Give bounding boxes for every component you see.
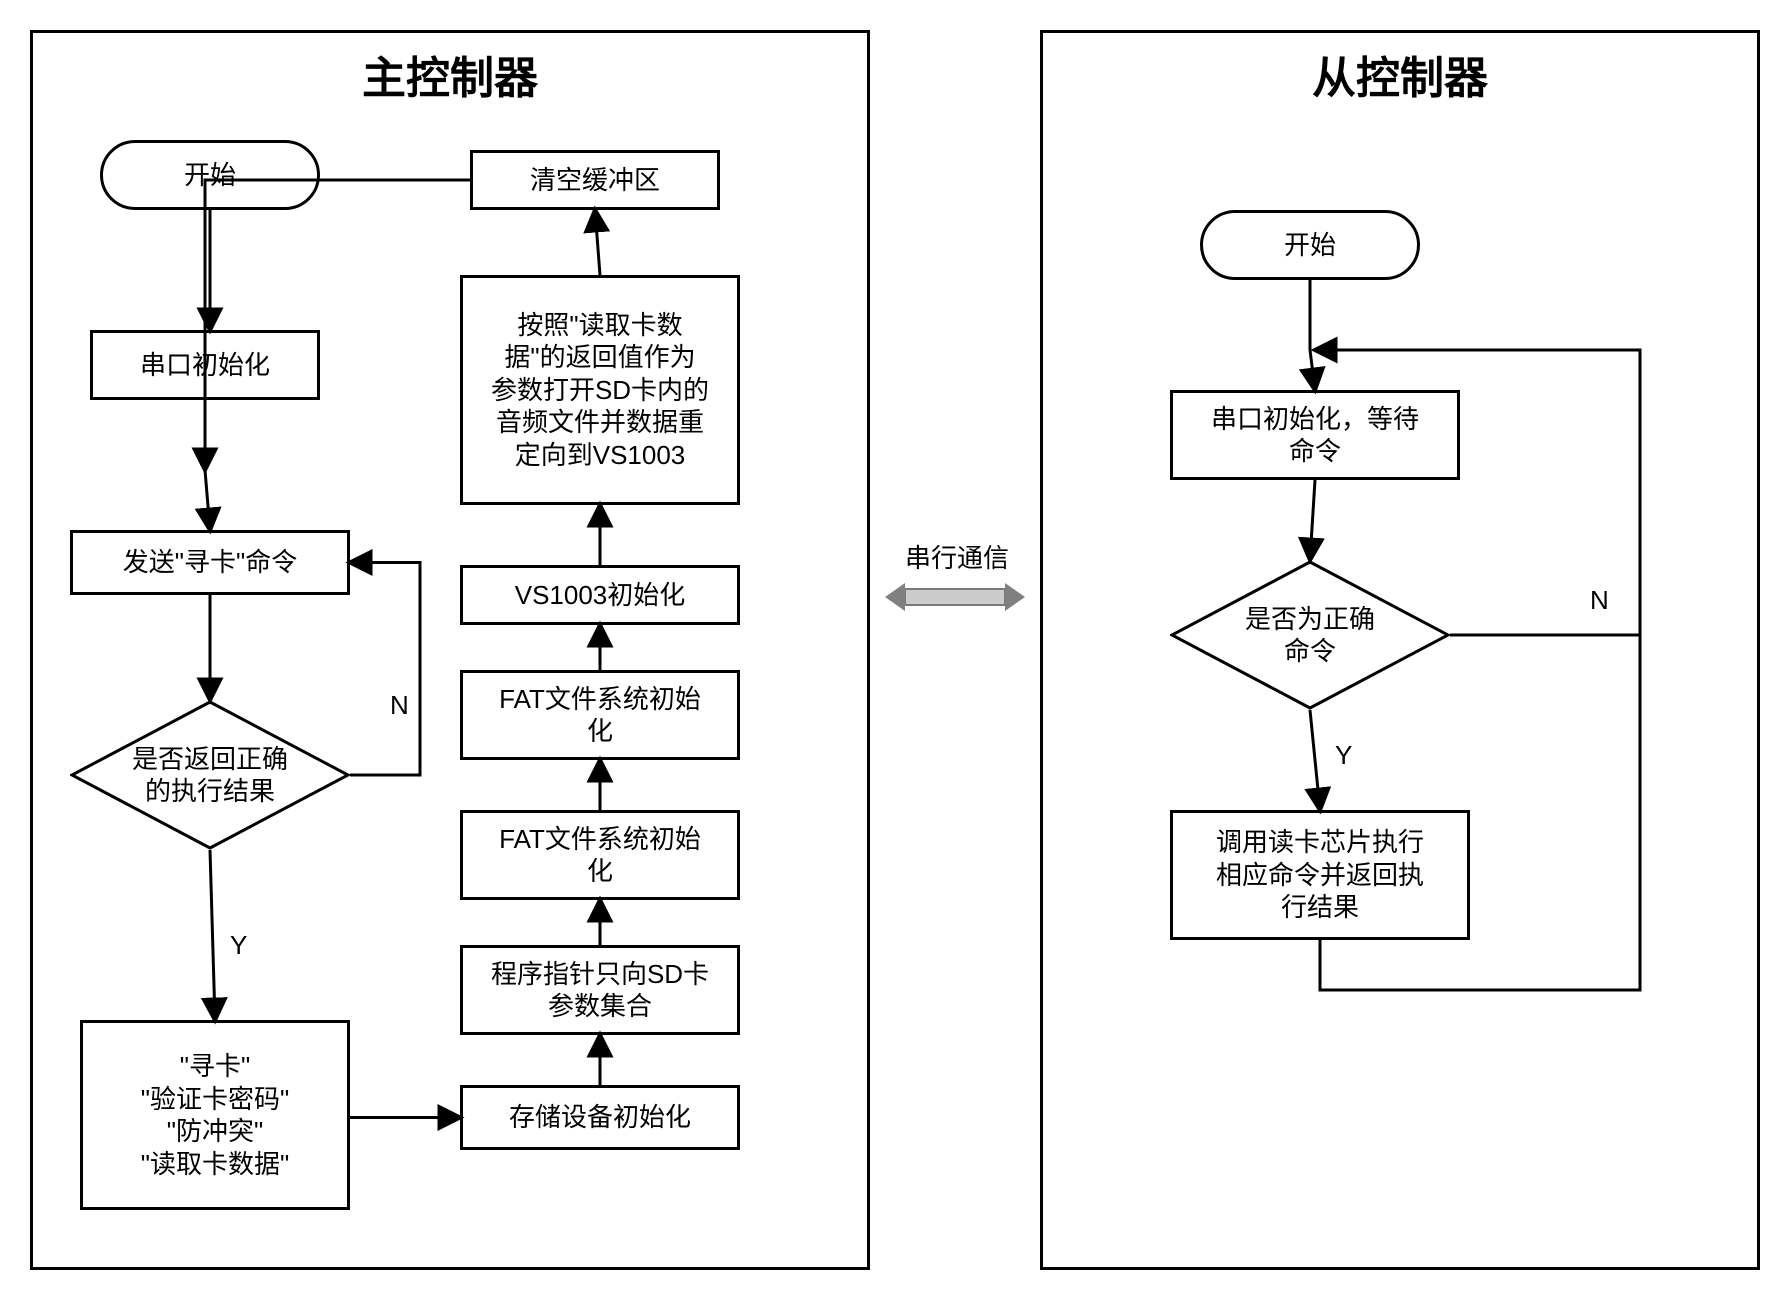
master-fat-init-2: FAT文件系统初始化 [460,810,740,900]
master-send-seek: 发送"寻卡"命令 [70,530,350,595]
slave-label-y: Y [1335,740,1352,771]
master-label-y: Y [230,930,247,961]
slave-label-n: N [1590,585,1609,616]
master-start-terminator: 开始 [100,140,320,210]
slave-title: 从控制器 [1040,42,1760,106]
master-decision-text: 是否返回正确的执行结果 [132,743,288,808]
master-label-n: N [390,690,409,721]
master-ptr-sd: 程序指针只向SD卡参数集合 [460,945,740,1035]
master-serial-init: 串口初始化 [90,330,320,400]
master-storage-init: 存储设备初始化 [460,1085,740,1150]
master-card-ops: "寻卡""验证卡密码""防冲突""读取卡数据" [80,1020,350,1210]
master-open-audio: 按照"读取卡数据"的返回值作为参数打开SD卡内的音频文件并数据重定向到VS100… [460,275,740,505]
comm-label: 串行通信 [905,538,1009,575]
master-title: 主控制器 [30,42,870,106]
master-vs1003-init: VS1003初始化 [460,565,740,625]
slave-exec-cmd: 调用读卡芯片执行相应命令并返回执行结果 [1170,810,1470,940]
slave-start-terminator: 开始 [1200,210,1420,280]
master-decision-correct: 是否返回正确的执行结果 [70,700,350,850]
slave-serial-wait: 串口初始化，等待命令 [1170,390,1460,480]
master-fat-init-1: FAT文件系统初始化 [460,670,740,760]
slave-decision-text: 是否为正确命令 [1245,603,1375,668]
master-clear-buffer: 清空缓冲区 [470,150,720,210]
slave-decision-cmd: 是否为正确命令 [1170,560,1450,710]
